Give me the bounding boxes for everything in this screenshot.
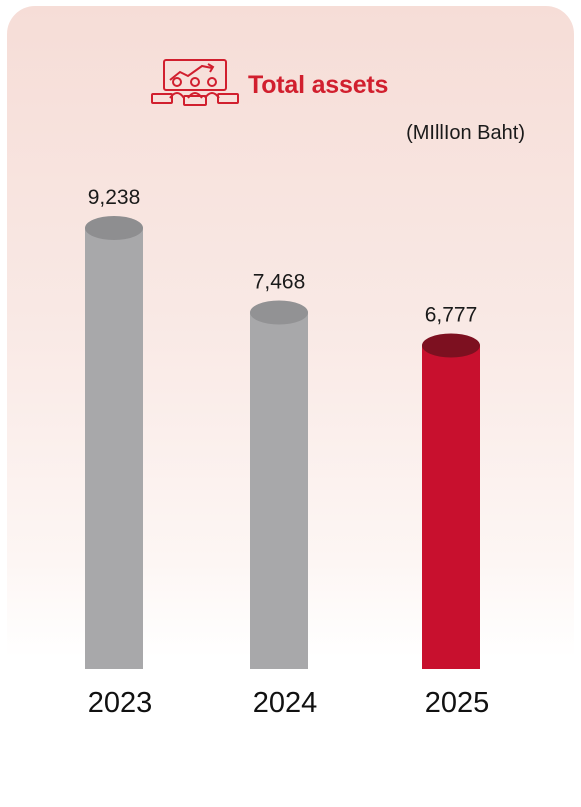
- data-label: 6,777: [425, 303, 478, 326]
- x-tick-label: 2023: [88, 687, 153, 719]
- data-label: 9,238: [88, 186, 141, 209]
- bar-2024: 7,468 2024: [250, 270, 317, 719]
- x-tick-label: 2025: [425, 687, 490, 719]
- bar-body: [250, 312, 308, 669]
- bar-body: [85, 228, 143, 669]
- bar-cap: [85, 216, 143, 240]
- presentation-chart-icon: [150, 58, 240, 113]
- data-label: 7,468: [253, 270, 306, 293]
- bar-2023: 9,238 2023: [85, 186, 152, 719]
- bar-2025: 6,777 2025: [422, 303, 489, 719]
- unit-label: (MIllIon Baht): [406, 122, 525, 144]
- chart-header: Total assets: [150, 58, 388, 113]
- bar-cap: [422, 333, 480, 358]
- chart-title: Total assets: [248, 71, 389, 99]
- x-tick-label: 2024: [253, 687, 318, 719]
- bar-cap: [250, 300, 308, 325]
- bar-body: [422, 345, 480, 669]
